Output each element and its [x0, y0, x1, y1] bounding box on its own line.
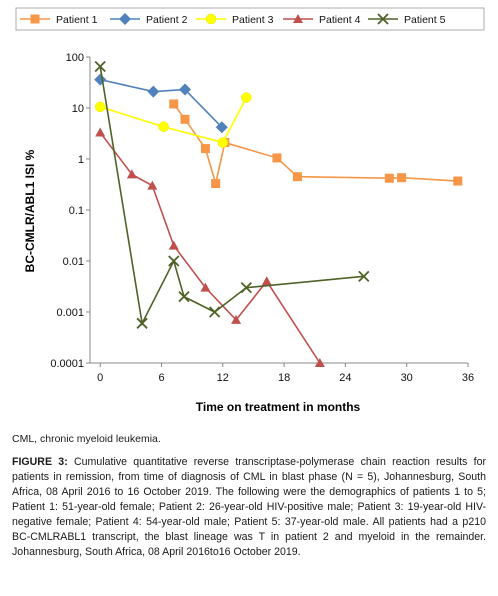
legend-item: Patient 4 — [283, 14, 361, 26]
legend-box — [15, 7, 485, 31]
legend-item: Patient 2 — [110, 13, 188, 26]
figure-caption-text: Cumulative quantitative reverse transcri… — [12, 456, 486, 558]
series-line — [100, 78, 223, 128]
legend-item: Patient 5 — [368, 13, 446, 26]
data-point — [209, 306, 221, 318]
y-tick-label: 100 — [66, 52, 84, 64]
data-point — [179, 83, 192, 96]
y-tick-label: 0.1 — [69, 205, 84, 217]
data-point — [178, 291, 190, 303]
data-point — [158, 121, 169, 132]
data-point — [169, 99, 179, 109]
plot-area — [94, 60, 463, 367]
legend-item: Patient 1 — [20, 14, 98, 26]
x-tick-label: 18 — [278, 372, 290, 384]
figure-caption: FIGURE 3: Cumulative quantitative revers… — [12, 455, 486, 560]
legend-label: Patient 1 — [56, 14, 98, 26]
data-point — [147, 85, 160, 98]
data-point — [217, 137, 229, 148]
qpcr-line-chart: Patient 1 Patient 2 Patient 3 Patient 4 Pati… — [15, 7, 485, 414]
x-axis-label: Time on treatment in months — [196, 400, 361, 414]
figure-caption-lead: FIGURE 3: — [12, 456, 68, 468]
legend-marker — [30, 14, 40, 24]
x-tick-label: 24 — [339, 372, 351, 384]
data-point — [94, 73, 107, 86]
series-line — [173, 103, 458, 184]
data-point — [126, 169, 137, 179]
legend-label: Patient 5 — [404, 14, 446, 26]
y-tick-label: 0.01 — [63, 256, 84, 268]
series-4 — [95, 127, 325, 367]
abbreviation-note: CML, chronic myeloid leukemia. — [12, 433, 161, 445]
data-point — [292, 172, 302, 182]
data-point — [272, 153, 282, 163]
legend-item: Patient 3 — [196, 13, 274, 26]
data-point — [180, 114, 190, 124]
data-point — [200, 144, 210, 154]
series-1 — [169, 99, 463, 189]
y-tick-label: 1 — [78, 154, 84, 166]
data-point — [215, 121, 228, 134]
series-2 — [94, 73, 228, 134]
data-point — [94, 60, 106, 73]
y-tick-label: 0.0001 — [50, 358, 84, 370]
series-3 — [94, 92, 252, 148]
data-point — [211, 179, 221, 189]
data-point — [168, 255, 180, 267]
data-point — [147, 180, 158, 190]
legend-marker — [293, 14, 303, 23]
data-point — [314, 358, 325, 367]
chart-legend: Patient 1 Patient 2 Patient 3 Patient 4 Pati… — [15, 7, 485, 31]
data-point — [241, 92, 252, 103]
legend-marker — [205, 13, 217, 25]
data-point — [240, 282, 252, 294]
x-tick-label: 12 — [217, 372, 229, 384]
x-tick-label: 30 — [401, 372, 413, 384]
data-point — [397, 173, 407, 183]
series-line — [99, 97, 248, 144]
chart-axes: 100 10 1 0.1 0.01 0.001 0.0001 0 6 12 18 24 30 36 — [50, 52, 474, 384]
data-point — [358, 270, 370, 282]
legend-label: Patient 4 — [319, 14, 361, 26]
data-point — [94, 101, 106, 113]
series-line — [99, 66, 364, 326]
y-axis-label: BC-CMLR/ABL1 ISI % — [23, 149, 37, 272]
data-point — [453, 176, 463, 186]
data-point — [136, 317, 148, 329]
data-point — [231, 314, 242, 324]
legend-marker — [119, 13, 131, 25]
x-tick-label: 36 — [462, 372, 474, 384]
x-tick-label: 6 — [158, 372, 164, 384]
legend-label: Patient 3 — [232, 14, 274, 26]
data-point — [200, 282, 211, 292]
y-tick-label: 10 — [72, 103, 84, 115]
legend-marker — [377, 13, 389, 25]
y-tick-label: 0.001 — [56, 307, 84, 319]
x-tick-label: 0 — [97, 372, 103, 384]
data-point — [95, 127, 106, 137]
data-point — [168, 240, 179, 250]
legend-label: Patient 2 — [146, 14, 188, 26]
data-point — [384, 173, 394, 183]
series-5 — [94, 60, 370, 329]
data-point — [261, 276, 272, 286]
